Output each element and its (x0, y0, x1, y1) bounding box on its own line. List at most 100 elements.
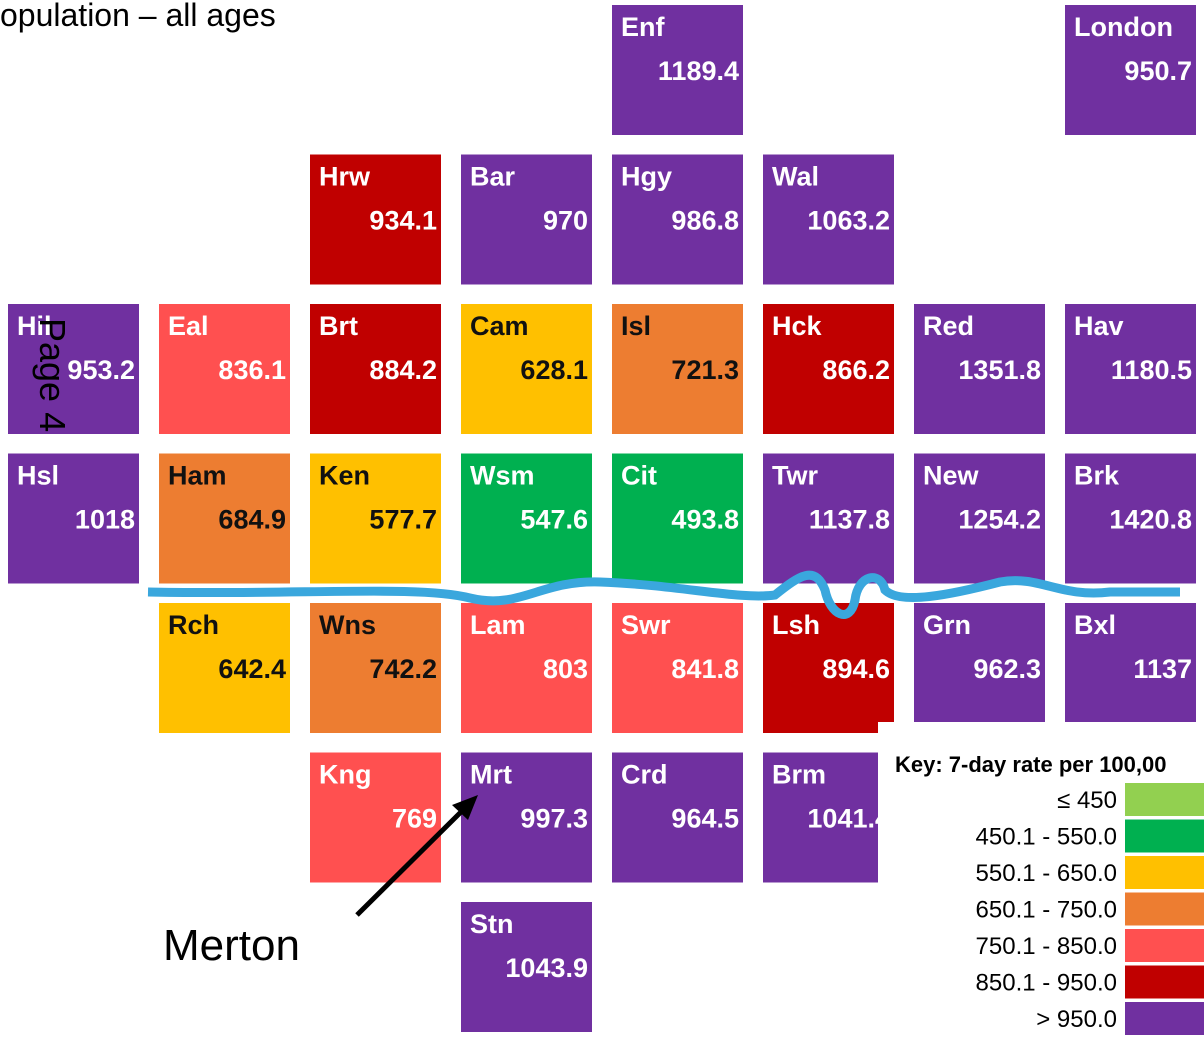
tile-value: 684.9 (218, 505, 286, 535)
tile (763, 453, 894, 584)
tile-code: Brt (319, 311, 358, 341)
tile-code: Hsl (17, 461, 59, 491)
tile (310, 154, 441, 285)
key-swatch (1125, 892, 1204, 926)
key-label: 450.1 - 550.0 (976, 824, 1117, 851)
tile-code: Hgy (621, 162, 672, 192)
tile (461, 902, 592, 1032)
tile (612, 603, 743, 733)
tile-value: 1137.8 (809, 505, 890, 535)
arrow-head (452, 795, 478, 820)
tile-code: Bar (470, 162, 516, 192)
tile (1065, 5, 1196, 135)
key-title: Key: 7-day rate per 100,00 (895, 752, 1167, 777)
tile-code: Wal (772, 162, 819, 192)
tile (461, 752, 592, 883)
tile-code: Mrt (470, 760, 512, 790)
tile-code: Crd (621, 760, 668, 790)
tile-code: Ham (168, 461, 227, 491)
tile-code: Hrw (319, 162, 371, 192)
tile-value: 642.4 (218, 654, 286, 684)
tile (310, 603, 441, 733)
tile-value: 547.6 (520, 505, 588, 535)
key: ≤ 450 450.1 - 550.0 550.1 - 650.0 650.1 - 7… (976, 783, 1204, 1035)
tile (8, 453, 139, 584)
tile-code: Wsm (470, 461, 535, 491)
tile-value: 866.2 (822, 355, 890, 385)
tile (159, 603, 290, 733)
key-swatch (1125, 1002, 1204, 1035)
tile-value: 964.5 (671, 804, 739, 834)
tile-value: 1351.8 (958, 355, 1041, 385)
tile (763, 304, 894, 434)
tile-value: 577.7 (369, 505, 437, 535)
tile (914, 603, 1045, 733)
tile (8, 304, 139, 434)
tile-code: Lam (470, 610, 526, 640)
tile-value: 836.1 (218, 355, 286, 385)
tile (1065, 304, 1196, 434)
key-swatch (1125, 929, 1204, 962)
key-swatch (1125, 819, 1204, 853)
annotation: Merton (163, 921, 300, 970)
tile (612, 752, 743, 883)
tile-code: Stn (470, 909, 514, 939)
tile-code: New (923, 461, 980, 491)
tile (763, 752, 894, 883)
tile-code: Brk (1074, 461, 1120, 491)
tile (914, 304, 1045, 434)
tile-value: 997.3 (520, 804, 588, 834)
tile-value: 934.1 (369, 206, 437, 236)
tile-code: Lsh (772, 610, 820, 640)
tile-value: 841.8 (671, 654, 739, 684)
tile-value: 493.8 (671, 505, 739, 535)
tile-value: 970 (543, 206, 588, 236)
key-label: > 950.0 (1036, 1006, 1117, 1033)
tile (461, 453, 592, 584)
tile-value: 986.8 (671, 206, 739, 236)
tile-code: Cam (470, 311, 529, 341)
tile (310, 752, 441, 883)
page-label: Page 4 (32, 318, 73, 432)
tile-code: Ken (319, 461, 370, 491)
tile-value: 953.2 (67, 355, 135, 385)
tile-value: 1063.2 (807, 206, 890, 236)
arrow (355, 806, 467, 917)
tile-code: Rch (168, 610, 219, 640)
key-label: 750.1 - 850.0 (976, 933, 1117, 960)
tile (763, 154, 894, 285)
key-label: ≤ 450 (1057, 787, 1117, 814)
key-swatch (1125, 783, 1204, 816)
tile (461, 154, 592, 285)
tile-value: 884.2 (369, 355, 437, 385)
tile-code: Brm (772, 760, 826, 790)
tile-value: 950.7 (1124, 56, 1192, 86)
river (147, 570, 1180, 619)
tile-code: Hck (772, 311, 823, 341)
key-label: 650.1 - 750.0 (976, 897, 1117, 924)
tile-code: Eal (168, 311, 209, 341)
tile-value: 803 (543, 654, 588, 684)
tile (461, 603, 592, 733)
tile-value: 1041.4 (807, 804, 890, 834)
key-label: 550.1 - 650.0 (976, 860, 1117, 887)
tile (310, 453, 441, 584)
tile-code: Hil (17, 311, 52, 341)
tile-code: Grn (923, 610, 971, 640)
tile (1065, 603, 1196, 733)
tile-value: 1018 (75, 505, 135, 535)
key-swatch (1125, 856, 1204, 889)
tile-value: 628.1 (520, 355, 588, 385)
tile-value: 1420.8 (1109, 505, 1192, 535)
tile-code: Red (923, 311, 974, 341)
tiles: Enf 1189.4 London 950.7 Hrw 934.1 Bar 970 Hgy 986… (8, 5, 1196, 1032)
tile (159, 453, 290, 584)
tile (612, 304, 743, 434)
tile (461, 304, 592, 434)
tile-code: Kng (319, 760, 371, 790)
tile-code: Cit (621, 461, 657, 491)
tile-value: 1180.5 (1111, 355, 1192, 385)
tile-code: Twr (772, 461, 818, 491)
tile-code: London (1074, 12, 1173, 42)
